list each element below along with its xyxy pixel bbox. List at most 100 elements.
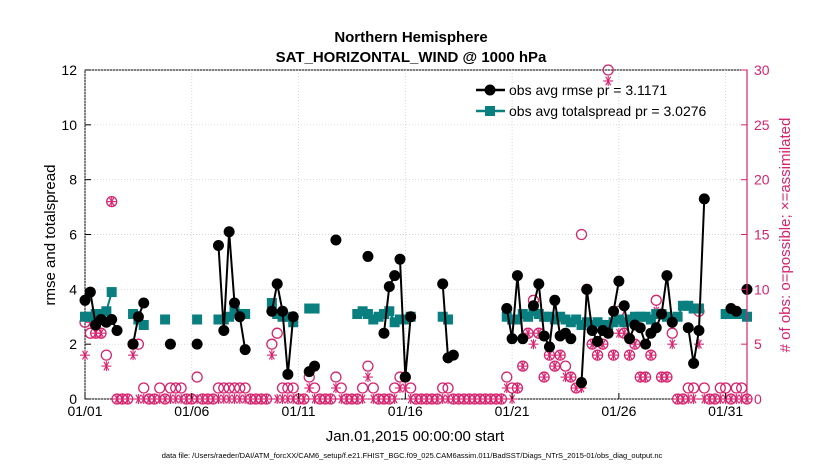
x-tick-label: 01/01 <box>67 403 102 419</box>
rmse-point <box>223 226 235 238</box>
assimilated-obs-point <box>213 394 224 404</box>
assimilated-obs-point <box>261 394 272 404</box>
assimilated-obs-point <box>603 75 614 86</box>
assimilated-obs-point <box>645 350 656 361</box>
rmse-point <box>613 275 625 287</box>
assimilated-obs-point <box>571 383 582 394</box>
assimilated-obs-point <box>640 372 651 383</box>
spread-point <box>565 317 576 328</box>
spread-point <box>213 314 224 325</box>
possible-obs-point <box>271 327 283 339</box>
x-tick-label: 01/11 <box>282 403 316 419</box>
y-tick-label-right: 15 <box>754 227 770 243</box>
rmse-point <box>266 305 278 317</box>
spread-point <box>512 314 523 325</box>
spread-point <box>400 314 411 325</box>
spread-point <box>672 311 683 322</box>
assimilated-obs-point <box>427 394 438 404</box>
rmse-point <box>543 341 555 353</box>
x-tick-label: 01/06 <box>174 403 209 419</box>
spread-point <box>304 303 315 314</box>
spread-point <box>736 309 747 320</box>
possible-obs-point <box>442 382 454 394</box>
rmse-point <box>309 360 321 372</box>
rmse-point <box>362 250 374 262</box>
rmse-point <box>394 253 406 265</box>
assimilated-obs-point <box>661 372 672 383</box>
assimilated-obs-point <box>309 394 320 404</box>
spread-point <box>661 311 672 322</box>
rmse-point <box>287 311 299 323</box>
spread-point <box>357 306 368 317</box>
y-tick-label-right: 10 <box>754 281 770 297</box>
spread-point <box>160 314 171 325</box>
spread-point <box>688 303 699 314</box>
possible-obs-point <box>559 360 572 372</box>
rmse-point <box>640 338 652 350</box>
rmse-point <box>730 305 742 317</box>
spread-point <box>608 317 619 328</box>
spread-point <box>240 309 251 320</box>
rmse-point <box>383 281 395 293</box>
assimilated-obs-point <box>128 350 139 361</box>
spread-point <box>224 311 235 322</box>
rmse-point <box>693 324 705 336</box>
spread-point <box>539 311 550 322</box>
spread-point <box>389 317 400 328</box>
assimilated-obs-point <box>330 383 341 394</box>
rmse-point <box>533 278 545 290</box>
rmse-point <box>79 294 91 306</box>
possible-obs-point <box>714 382 726 394</box>
assimilated-obs-point <box>592 350 603 361</box>
rmse-point <box>447 349 459 361</box>
rmse-point <box>650 322 662 334</box>
rmse-point <box>330 234 342 246</box>
rmse-line-segment <box>217 231 247 350</box>
rmse-point <box>661 270 673 282</box>
possible-obs-point <box>730 382 742 394</box>
possible-obs-point <box>218 382 230 394</box>
rmse-point <box>106 313 118 325</box>
assimilated-obs-point <box>517 361 528 372</box>
assimilated-obs-point <box>565 372 576 383</box>
rmse-point <box>666 316 678 328</box>
spread-point <box>192 314 203 325</box>
spread-point <box>138 319 149 330</box>
rmse-point <box>127 338 139 350</box>
assimilated-obs-point <box>539 372 550 383</box>
assimilated-obs-point <box>549 361 560 372</box>
rmse-point <box>511 270 523 282</box>
rmse-line-segment <box>687 198 706 364</box>
rmse-point <box>138 297 150 309</box>
spread-point <box>507 314 518 325</box>
assimilated-obs-point <box>394 383 405 394</box>
assimilated-obs-point <box>528 339 539 350</box>
spread-point <box>624 314 635 325</box>
assimilated-obs-point <box>501 383 512 394</box>
spread-point <box>581 317 592 328</box>
assimilated-obs-point <box>320 394 331 404</box>
axes: 01/01 01/06 01/11 01/16 01/21 01/26 01/31 0 2 4 6 8… <box>61 62 769 419</box>
rmse-point <box>549 294 561 306</box>
spread-point <box>437 311 448 322</box>
rmse-point <box>506 333 518 345</box>
x-tick-label: 01/16 <box>388 403 423 419</box>
assimilated-obs-point <box>362 372 373 383</box>
spread-point <box>443 314 454 325</box>
assimilated-obs-point <box>672 394 683 404</box>
spread-point <box>592 317 603 328</box>
legend-marker-rmse <box>484 84 496 96</box>
y-tick-label: 6 <box>69 227 77 243</box>
assimilated-obs-point <box>245 394 256 404</box>
possible-obs-point <box>602 64 614 76</box>
assimilated-obs-point <box>181 394 192 404</box>
possible-obs-point <box>362 360 374 372</box>
y-tick-label: 4 <box>69 281 77 297</box>
rmse-point <box>501 303 513 315</box>
assimilated-obs-point <box>667 339 678 350</box>
possible-obs-point <box>682 382 694 394</box>
rmse-point <box>191 338 203 350</box>
rmse-point <box>271 278 283 290</box>
legend-label-rmse: obs avg rmse pr = 3.1171 <box>509 82 667 98</box>
